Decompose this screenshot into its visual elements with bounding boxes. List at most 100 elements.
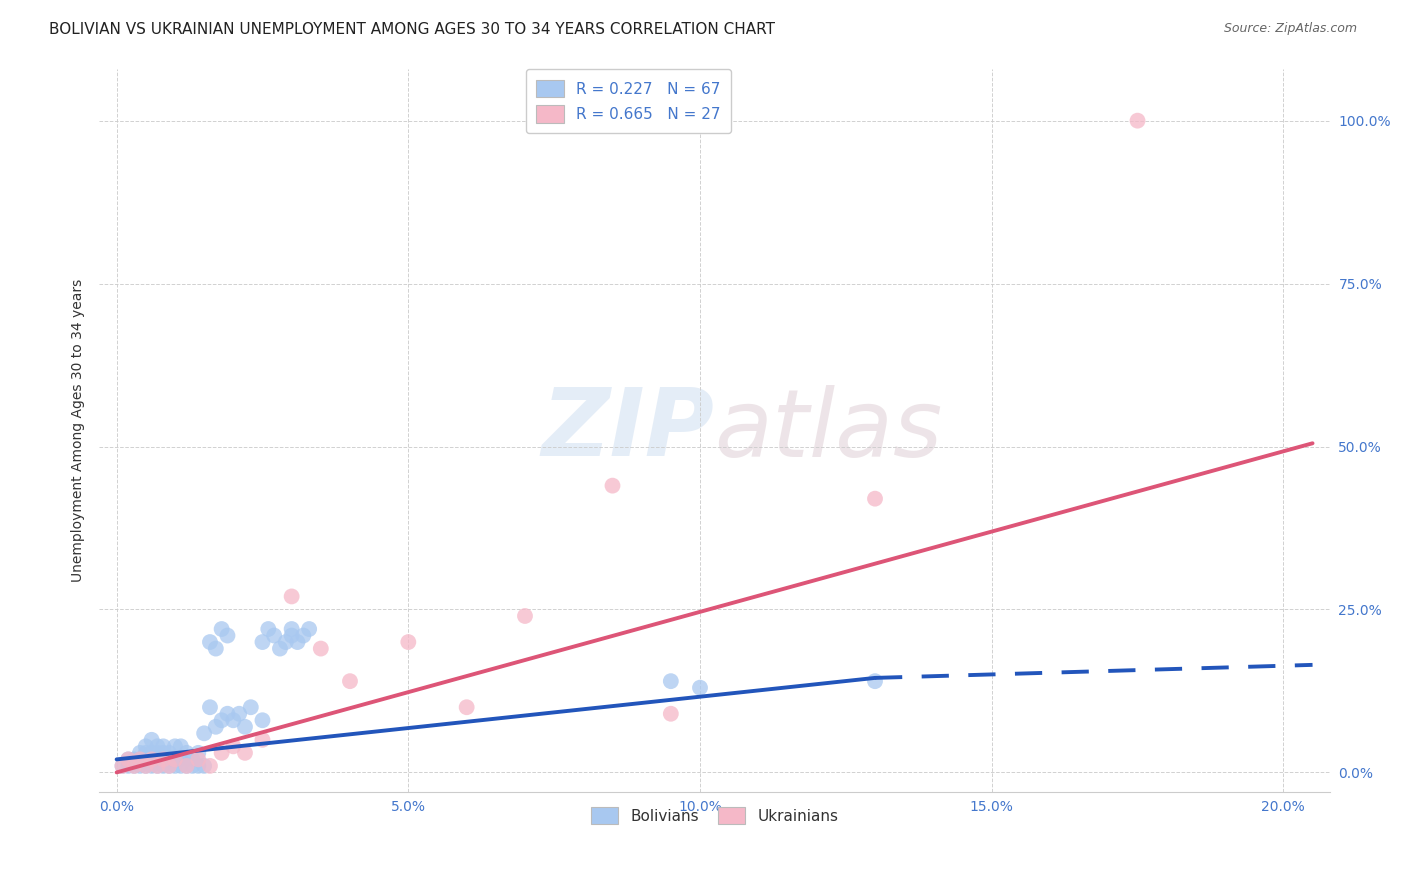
Point bbox=[187, 746, 209, 760]
Point bbox=[217, 706, 239, 721]
Point bbox=[339, 674, 361, 689]
Text: BOLIVIAN VS UKRAINIAN UNEMPLOYMENT AMONG AGES 30 TO 34 YEARS CORRELATION CHART: BOLIVIAN VS UKRAINIAN UNEMPLOYMENT AMONG… bbox=[49, 22, 775, 37]
Point bbox=[157, 746, 180, 760]
Point bbox=[263, 628, 285, 642]
Text: Source: ZipAtlas.com: Source: ZipAtlas.com bbox=[1223, 22, 1357, 36]
Text: ZIP: ZIP bbox=[541, 384, 714, 476]
Point bbox=[602, 478, 624, 492]
Point bbox=[211, 746, 233, 760]
Point bbox=[269, 641, 291, 656]
Point bbox=[146, 752, 169, 766]
Point bbox=[274, 635, 297, 649]
Point bbox=[157, 759, 180, 773]
Point bbox=[204, 641, 226, 656]
Point bbox=[152, 752, 174, 766]
Point bbox=[152, 752, 174, 766]
Y-axis label: Unemployment Among Ages 30 to 34 years: Unemployment Among Ages 30 to 34 years bbox=[72, 278, 86, 582]
Point bbox=[141, 746, 163, 760]
Point bbox=[228, 706, 250, 721]
Point bbox=[141, 752, 163, 766]
Point bbox=[152, 746, 174, 760]
Point bbox=[863, 674, 886, 689]
Point bbox=[689, 681, 711, 695]
Point bbox=[287, 635, 309, 649]
Point bbox=[181, 759, 204, 773]
Point bbox=[198, 759, 221, 773]
Point bbox=[198, 700, 221, 714]
Point bbox=[280, 628, 302, 642]
Point bbox=[135, 746, 157, 760]
Point bbox=[239, 700, 262, 714]
Point bbox=[252, 635, 274, 649]
Point bbox=[181, 752, 204, 766]
Point bbox=[659, 706, 682, 721]
Point bbox=[170, 752, 193, 766]
Point bbox=[176, 759, 198, 773]
Point bbox=[176, 759, 198, 773]
Point bbox=[129, 759, 152, 773]
Text: atlas: atlas bbox=[714, 384, 943, 475]
Point bbox=[163, 759, 186, 773]
Point bbox=[280, 590, 302, 604]
Point bbox=[122, 759, 145, 773]
Point bbox=[152, 759, 174, 773]
Point bbox=[252, 732, 274, 747]
Point bbox=[163, 752, 186, 766]
Point bbox=[146, 746, 169, 760]
Point bbox=[211, 622, 233, 636]
Point bbox=[122, 752, 145, 766]
Point bbox=[193, 726, 215, 740]
Legend: Bolivians, Ukrainians: Bolivians, Ukrainians bbox=[581, 796, 849, 835]
Point bbox=[513, 609, 536, 624]
Point bbox=[396, 635, 419, 649]
Point bbox=[222, 713, 245, 727]
Point bbox=[135, 739, 157, 754]
Point bbox=[152, 739, 174, 754]
Point bbox=[198, 635, 221, 649]
Point bbox=[292, 628, 315, 642]
Point bbox=[257, 622, 280, 636]
Point bbox=[252, 713, 274, 727]
Point bbox=[157, 759, 180, 773]
Point bbox=[122, 759, 145, 773]
Point bbox=[1126, 113, 1149, 128]
Point bbox=[117, 759, 139, 773]
Point bbox=[135, 759, 157, 773]
Point bbox=[187, 759, 209, 773]
Point bbox=[163, 752, 186, 766]
Point bbox=[135, 752, 157, 766]
Point bbox=[129, 752, 152, 766]
Point bbox=[157, 752, 180, 766]
Point bbox=[146, 759, 169, 773]
Point bbox=[298, 622, 321, 636]
Point bbox=[163, 739, 186, 754]
Point bbox=[170, 739, 193, 754]
Point bbox=[204, 720, 226, 734]
Point bbox=[211, 713, 233, 727]
Point bbox=[141, 759, 163, 773]
Point bbox=[280, 622, 302, 636]
Point bbox=[146, 739, 169, 754]
Point bbox=[146, 759, 169, 773]
Point bbox=[456, 700, 478, 714]
Point bbox=[217, 628, 239, 642]
Point bbox=[176, 746, 198, 760]
Point bbox=[141, 732, 163, 747]
Point bbox=[193, 759, 215, 773]
Point bbox=[170, 759, 193, 773]
Point bbox=[222, 739, 245, 754]
Point bbox=[863, 491, 886, 506]
Point bbox=[233, 746, 256, 760]
Point bbox=[187, 752, 209, 766]
Point bbox=[309, 641, 332, 656]
Point bbox=[129, 752, 152, 766]
Point bbox=[659, 674, 682, 689]
Point bbox=[141, 752, 163, 766]
Point bbox=[111, 759, 134, 773]
Point bbox=[135, 759, 157, 773]
Point bbox=[117, 752, 139, 766]
Point bbox=[233, 720, 256, 734]
Point bbox=[117, 752, 139, 766]
Point bbox=[111, 759, 134, 773]
Point bbox=[129, 746, 152, 760]
